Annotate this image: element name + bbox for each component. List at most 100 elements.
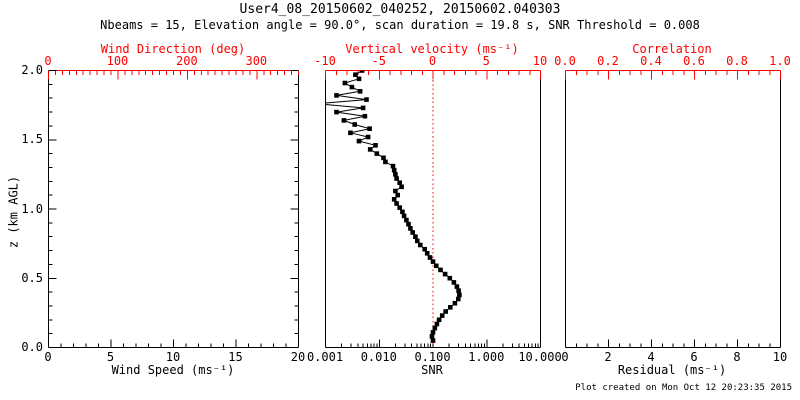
data-marker [395, 192, 400, 198]
data-marker [315, 101, 320, 106]
data-marker [452, 300, 458, 306]
data-marker [430, 338, 436, 343]
wind-panel-frame [48, 70, 299, 348]
data-marker [424, 251, 430, 256]
snr-bottom-tick-label: 0.001 [306, 350, 344, 364]
plot-title: User4_08_20150602_040252, 20150602.04030… [239, 2, 561, 17]
snr-top-tick-label: 10 [532, 54, 548, 68]
data-marker [410, 230, 415, 235]
residual-bottom-tick-label: 2 [604, 350, 612, 364]
data-marker [438, 267, 443, 273]
data-marker [418, 242, 423, 248]
wind-direction-axis-label: Wind Direction (deg) [100, 42, 246, 56]
data-marker [406, 221, 411, 227]
wind-bottom-tick-label: 20 [290, 350, 306, 364]
snr-top-tick-label: -10 [314, 54, 336, 68]
snr-bottom-tick-label: 0.100 [414, 350, 451, 364]
residual-top-tick-label: 0.0 [554, 54, 576, 68]
data-marker [429, 334, 435, 339]
wind-bottom-tick-label: 10 [165, 350, 181, 364]
data-marker [360, 105, 366, 111]
data-marker [404, 217, 409, 223]
snr-panel-frame [325, 70, 541, 348]
data-marker [334, 93, 339, 98]
data-marker [439, 313, 445, 318]
wind-top-tick-label: 300 [245, 54, 268, 68]
data-marker [391, 167, 397, 173]
data-marker [427, 255, 433, 260]
data-marker [365, 134, 371, 140]
creation-timestamp: Plot created on Mon Oct 12 20:23:35 2015 [575, 383, 792, 393]
data-marker [352, 122, 357, 127]
snr-bottom-tick-label: 10.000 [518, 350, 562, 364]
data-marker [447, 275, 453, 281]
data-marker [383, 159, 388, 165]
wind-top-tick-label: 100 [106, 54, 129, 68]
data-marker [390, 163, 396, 169]
data-marker [434, 263, 439, 269]
data-marker [430, 330, 436, 335]
data-marker [442, 271, 448, 277]
data-marker [397, 205, 402, 210]
data-marker [359, 70, 365, 73]
data-marker [457, 292, 462, 298]
data-marker [374, 151, 380, 156]
data-marker [393, 188, 398, 194]
data-marker [399, 184, 404, 190]
data-marker [356, 138, 362, 144]
snr-profile [315, 70, 462, 343]
data-marker [436, 317, 442, 323]
correlation-axis-label: Correlation [632, 42, 712, 56]
snr-top-tick-label: 0 [428, 54, 437, 68]
data-marker [381, 155, 386, 161]
data-marker [373, 143, 378, 148]
snr-top-tick-label: 5 [482, 54, 490, 68]
residual-top-tick-label: 0.8 [726, 54, 748, 68]
data-marker [364, 97, 369, 102]
data-marker [456, 296, 461, 302]
data-marker [367, 126, 372, 131]
data-marker [393, 172, 398, 177]
residual-top-tick-label: 0.4 [640, 54, 662, 68]
y-tick-label: 2.0 [21, 63, 43, 77]
residual-top-tick-label: 1.0 [769, 54, 791, 68]
snr-bottom-tick-label: 0.010 [360, 350, 397, 364]
y-tick-label: 1.5 [21, 132, 43, 147]
data-marker [413, 234, 418, 239]
data-marker [451, 280, 457, 285]
y-tick-label: 0.0 [21, 340, 43, 354]
data-marker [391, 197, 397, 202]
data-marker [454, 284, 460, 289]
data-marker [342, 80, 348, 86]
data-marker [348, 130, 353, 136]
data-marker [448, 305, 453, 310]
data-marker [367, 147, 373, 152]
data-marker [362, 113, 368, 119]
y-tick-label: 0.5 [21, 270, 43, 285]
data-marker [334, 109, 339, 115]
data-marker [456, 288, 461, 293]
residual-top-tick-label: 0.2 [597, 54, 619, 68]
residual-bottom-tick-label: 10 [772, 350, 788, 364]
snr-axis-label: SNR [421, 363, 443, 377]
wind-bottom-tick-label: 15 [228, 350, 243, 364]
residual-panel-frame [565, 70, 781, 348]
wind-top-tick-label: 0 [44, 54, 52, 68]
data-marker [434, 321, 440, 327]
data-marker [356, 76, 362, 82]
data-marker [353, 72, 358, 77]
data-marker [415, 238, 420, 244]
wind-bottom-tick-label: 5 [106, 350, 115, 364]
data-marker [422, 246, 427, 252]
data-marker [432, 325, 438, 331]
residual-bottom-tick-label: 4 [647, 350, 655, 364]
residual-bottom-tick-label: 8 [733, 350, 741, 364]
residual-axis-label: Residual (ms⁻¹) [617, 363, 727, 377]
residual-bottom-tick-label: 0 [561, 350, 569, 364]
vertical-velocity-axis-label: Vertical velocity (ms⁻¹) [345, 42, 519, 56]
data-marker [401, 213, 407, 219]
data-marker [397, 180, 402, 185]
data-marker [430, 259, 436, 264]
snr-top-tick-label: -5 [371, 54, 386, 68]
